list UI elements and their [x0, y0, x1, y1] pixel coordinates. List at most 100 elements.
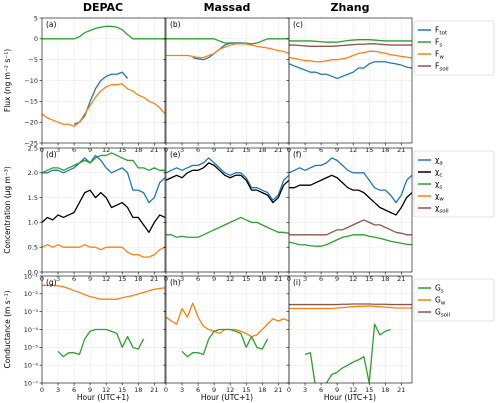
legend-label-f-soil: Fsoil	[435, 62, 449, 73]
x-tick-label: 21	[397, 386, 405, 394]
x-tick-label: 18	[258, 386, 266, 394]
y-tick-label: 10⁻⁶	[24, 361, 39, 369]
y-tick-label: 10⁻⁴	[24, 326, 39, 334]
series-line-chi-soil	[289, 219, 412, 236]
series-line-chi-c	[166, 162, 289, 204]
panel-label: (b)	[170, 20, 181, 29]
panel-label: (d)	[46, 150, 57, 159]
legend-box	[413, 150, 495, 218]
y-tick-label: 0.0	[28, 268, 38, 276]
series-line-g-w	[166, 302, 289, 338]
series-line-g-s	[304, 323, 391, 383]
x-axis-label-depac: Hour (UTC+1)	[77, 393, 129, 402]
x-tick-label: 9	[335, 386, 339, 394]
column-title-massad: Massad	[204, 1, 251, 14]
legend-box	[413, 278, 495, 322]
row-1-y-axis-label: Concentration (μg m⁻³)	[3, 166, 12, 254]
x-tick-label: 21	[150, 386, 158, 394]
panel-b: 0 3 6 9 12 15 18 21(b)	[163, 17, 290, 154]
legend-label-g-w: Gw	[435, 296, 446, 307]
x-tick-label: 0	[40, 386, 44, 394]
row-2-y-axis-label: Conductance (m s⁻¹)	[3, 290, 12, 368]
series-line-chi-s	[289, 234, 412, 247]
series-line-chi-c	[289, 174, 412, 216]
y-tick-label: 1.5	[28, 194, 38, 202]
panel-g: 0 3 6 9 12 15 18 21 10⁻¹ 10⁻² 10⁻³ 10⁻⁴ 10⁻⁵ 10⁻⁶ 10⁻⁷…	[24, 272, 166, 394]
x-tick-label: 6	[319, 386, 323, 394]
y-tick-label: 10⁻³	[24, 308, 39, 316]
x-tick-label: 12	[102, 386, 110, 394]
x-tick-label: 6	[72, 386, 76, 394]
series-line-f-w	[289, 50, 412, 63]
y-tick-label: −5	[28, 56, 38, 64]
panel-label: (a)	[46, 20, 57, 29]
legend-label-f-w: Fw	[435, 50, 444, 61]
x-tick-label: 15	[118, 386, 126, 394]
series-line-f-soil	[289, 43, 412, 47]
x-tick-label: 12	[226, 386, 234, 394]
y-tick-label: −20	[24, 118, 38, 126]
x-tick-label: 21	[274, 386, 282, 394]
series-line-chi-s	[166, 216, 289, 238]
series-line-chi-a	[42, 154, 165, 204]
x-tick-label: 15	[242, 386, 250, 394]
series-line-f-w	[166, 43, 289, 59]
x-axis-label-zhang: Hour (UTC+1)	[324, 393, 376, 402]
series-line-f-w	[42, 83, 165, 127]
panel-label: (c)	[293, 20, 303, 29]
panel-e: 0 3 6 9 12 15 18 21(e)	[163, 147, 290, 283]
y-tick-label: 10⁻¹	[24, 272, 39, 280]
legend-label-chi-s: χs	[435, 180, 442, 191]
y-tick-label: 2.5	[28, 144, 38, 152]
y-tick-label: 10⁻²	[24, 290, 39, 298]
y-tick-label: 0	[34, 35, 38, 43]
legend-label-g-soil: Gsoil	[435, 308, 451, 319]
y-tick-label: 0.5	[28, 244, 38, 252]
y-tick-label: 5	[34, 14, 38, 22]
legend-label-f-s: Fs	[435, 38, 442, 49]
plot-frame	[288, 147, 413, 273]
y-tick-label: −10	[24, 77, 38, 85]
y-tick-label: −25	[24, 139, 38, 147]
series-line-f-s	[42, 25, 165, 40]
legend-box	[413, 20, 495, 76]
panel-i: 0 3 6 9 12 15 18 21 (i)	[286, 275, 413, 394]
panel-label: (f)	[293, 150, 302, 159]
series-line-chi-a	[166, 157, 289, 201]
series-line-chi-a	[289, 157, 412, 204]
series-line-g-w	[289, 305, 412, 310]
x-tick-label: 0	[287, 386, 291, 394]
series-line-f-s	[289, 39, 412, 43]
legend-label-chi-soil: χsoil	[435, 204, 449, 215]
panel-h: 0 3 6 9 12 15 18 21 (h)	[163, 275, 290, 394]
x-axis-label-massad: Hour (UTC+1)	[201, 393, 253, 402]
series-line-g-soil	[289, 303, 412, 306]
panel-label: (i)	[293, 278, 301, 287]
panel-f: 0 3 6 9 12 15 18 21(f)	[286, 147, 413, 283]
panel-label: (e)	[170, 150, 181, 159]
y-tick-label: 1.0	[28, 219, 38, 227]
y-tick-label: −15	[24, 98, 38, 106]
series-line-f-s	[166, 38, 289, 45]
series-line-chi-c	[42, 189, 165, 233]
series-line-g-s	[181, 328, 269, 358]
series-line-f-tot	[192, 42, 252, 61]
legend-label-g-s: Gs	[435, 284, 444, 295]
series-line-f-tot	[289, 61, 412, 80]
x-tick-label: 12	[349, 386, 357, 394]
x-tick-label: 6	[196, 386, 200, 394]
y-tick-label: 2.0	[28, 169, 38, 177]
x-tick-label: 18	[134, 386, 142, 394]
series-line-chi-s	[42, 152, 165, 174]
legend-label-chi-a: χa	[435, 156, 443, 167]
y-tick-label: 10⁻⁵	[24, 344, 39, 352]
x-tick-label: 9	[88, 386, 92, 394]
plot-frame	[165, 147, 290, 273]
series-line-chi-w	[42, 244, 165, 258]
series-line-g-s	[57, 328, 145, 358]
